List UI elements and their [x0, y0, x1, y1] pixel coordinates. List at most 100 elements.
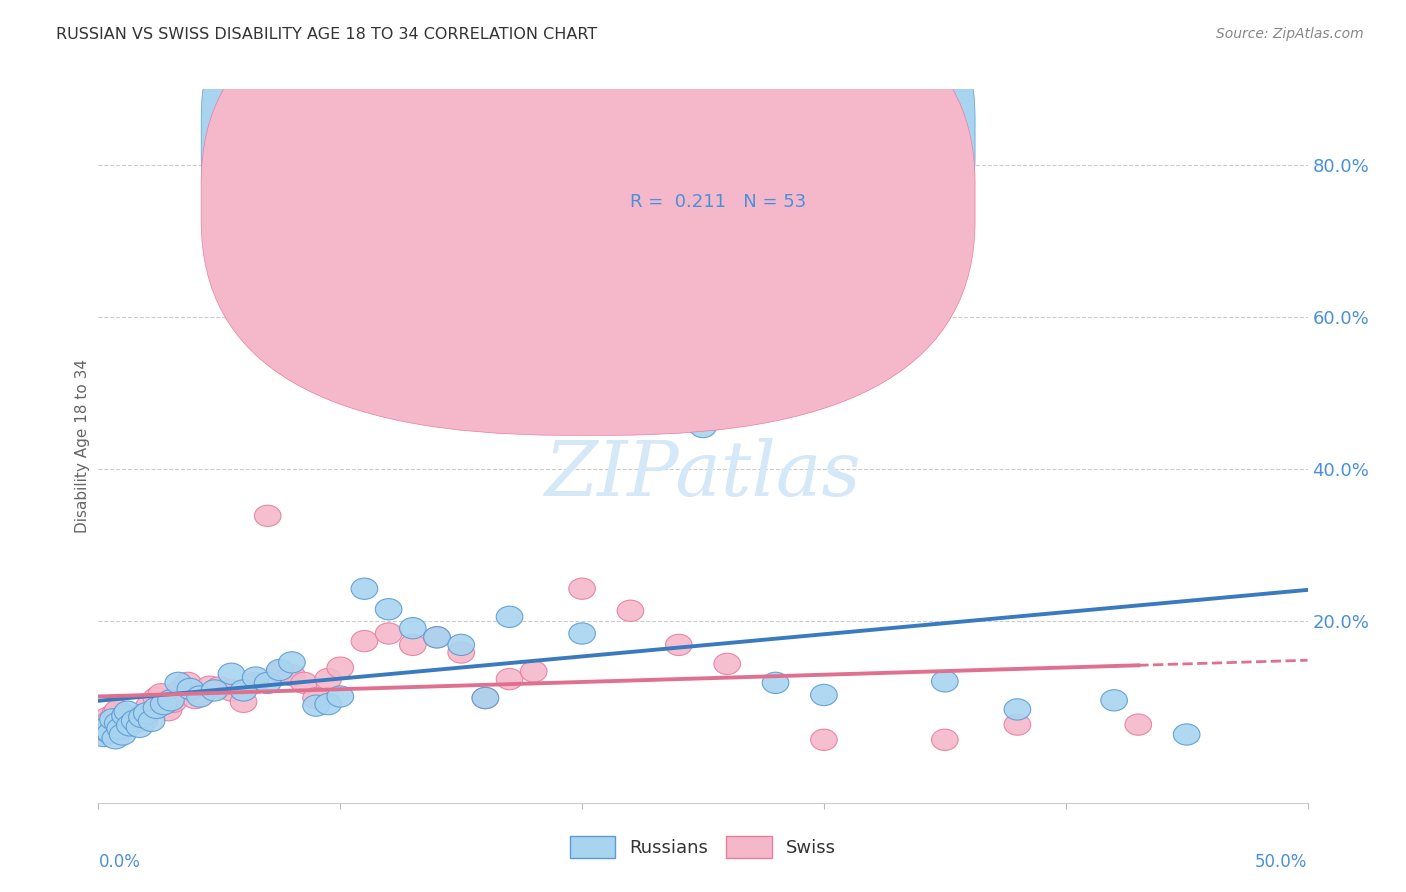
Ellipse shape [328, 657, 353, 678]
Ellipse shape [423, 627, 450, 648]
Ellipse shape [315, 668, 342, 690]
Ellipse shape [190, 683, 215, 705]
Ellipse shape [302, 688, 329, 708]
Ellipse shape [811, 684, 837, 706]
Ellipse shape [472, 688, 499, 708]
Ellipse shape [97, 710, 124, 731]
Ellipse shape [201, 680, 228, 701]
Ellipse shape [617, 188, 644, 210]
Ellipse shape [103, 703, 129, 723]
Y-axis label: Disability Age 18 to 34: Disability Age 18 to 34 [75, 359, 90, 533]
Ellipse shape [399, 634, 426, 656]
Ellipse shape [218, 680, 245, 701]
Ellipse shape [111, 705, 138, 726]
Ellipse shape [187, 686, 214, 707]
Legend: Russians, Swiss: Russians, Swiss [562, 829, 844, 865]
Ellipse shape [291, 673, 318, 693]
Ellipse shape [93, 720, 120, 741]
Ellipse shape [174, 673, 201, 693]
Ellipse shape [114, 706, 141, 728]
Ellipse shape [104, 713, 131, 734]
Ellipse shape [267, 659, 292, 681]
Ellipse shape [104, 699, 131, 721]
Ellipse shape [302, 695, 329, 716]
Ellipse shape [267, 661, 292, 682]
Text: 50.0%: 50.0% [1256, 853, 1308, 871]
Ellipse shape [121, 708, 148, 730]
Ellipse shape [328, 686, 353, 707]
Ellipse shape [177, 678, 204, 699]
Ellipse shape [496, 607, 523, 627]
Ellipse shape [472, 688, 499, 708]
Text: R = 0.548   N = 49: R = 0.548 N = 49 [630, 128, 801, 146]
Ellipse shape [167, 680, 194, 701]
Ellipse shape [181, 688, 208, 708]
Ellipse shape [148, 683, 174, 705]
Ellipse shape [278, 652, 305, 673]
Ellipse shape [155, 699, 181, 721]
Ellipse shape [127, 716, 153, 738]
Ellipse shape [932, 671, 957, 692]
Ellipse shape [218, 663, 245, 684]
Ellipse shape [110, 710, 136, 731]
Ellipse shape [423, 627, 450, 648]
Ellipse shape [496, 668, 523, 690]
Ellipse shape [100, 708, 127, 730]
Ellipse shape [932, 729, 957, 750]
Ellipse shape [136, 695, 163, 716]
Ellipse shape [157, 690, 184, 711]
Ellipse shape [569, 623, 595, 644]
Ellipse shape [111, 716, 138, 738]
Ellipse shape [1004, 714, 1031, 735]
Ellipse shape [207, 677, 232, 698]
Ellipse shape [242, 667, 269, 688]
Ellipse shape [1101, 690, 1128, 711]
Ellipse shape [197, 676, 224, 698]
Ellipse shape [352, 631, 378, 652]
Ellipse shape [94, 716, 121, 738]
Text: ZIPatlas: ZIPatlas [544, 438, 862, 511]
Ellipse shape [94, 707, 121, 729]
Ellipse shape [110, 723, 136, 745]
Ellipse shape [449, 634, 474, 656]
Ellipse shape [520, 661, 547, 682]
Ellipse shape [315, 693, 342, 714]
Ellipse shape [143, 698, 170, 719]
Ellipse shape [449, 642, 474, 663]
FancyBboxPatch shape [540, 132, 915, 239]
Ellipse shape [762, 673, 789, 693]
Ellipse shape [1125, 714, 1152, 735]
Ellipse shape [242, 673, 269, 693]
Text: RUSSIAN VS SWISS DISABILITY AGE 18 TO 34 CORRELATION CHART: RUSSIAN VS SWISS DISABILITY AGE 18 TO 34… [56, 27, 598, 42]
Ellipse shape [129, 706, 155, 728]
Ellipse shape [121, 710, 148, 731]
Ellipse shape [127, 705, 153, 726]
FancyBboxPatch shape [201, 0, 976, 435]
Ellipse shape [100, 719, 127, 739]
Ellipse shape [375, 599, 402, 620]
Text: 0.0%: 0.0% [98, 853, 141, 871]
Text: R =  0.211   N = 53: R = 0.211 N = 53 [630, 193, 807, 211]
Ellipse shape [690, 417, 716, 438]
Ellipse shape [231, 691, 257, 713]
Ellipse shape [617, 600, 644, 622]
Ellipse shape [399, 617, 426, 639]
Ellipse shape [117, 713, 143, 734]
Ellipse shape [352, 578, 378, 599]
Ellipse shape [254, 505, 281, 526]
Ellipse shape [254, 673, 281, 693]
Ellipse shape [107, 720, 134, 741]
Ellipse shape [134, 703, 160, 723]
Ellipse shape [569, 578, 595, 599]
Ellipse shape [714, 653, 741, 674]
Ellipse shape [278, 665, 305, 686]
Ellipse shape [131, 710, 157, 731]
Text: Source: ZipAtlas.com: Source: ZipAtlas.com [1216, 27, 1364, 41]
Ellipse shape [375, 623, 402, 644]
Ellipse shape [97, 723, 124, 744]
Ellipse shape [93, 723, 120, 745]
Ellipse shape [107, 718, 134, 739]
Ellipse shape [811, 729, 837, 750]
Ellipse shape [138, 710, 165, 731]
Ellipse shape [90, 714, 117, 735]
